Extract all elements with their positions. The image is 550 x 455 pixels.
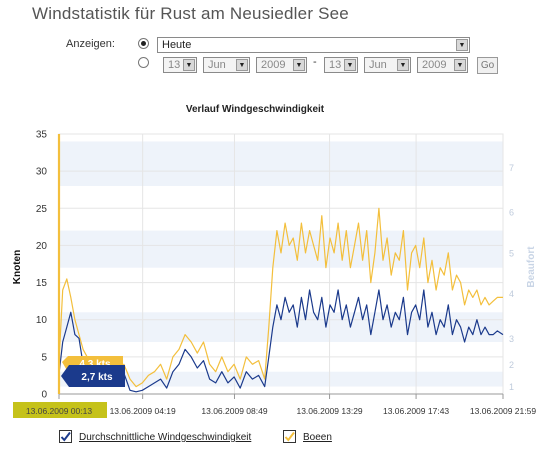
chart-title: Verlauf Windgeschwindigkeit [186, 104, 325, 115]
beaufort-band [59, 371, 503, 387]
chevron-down-icon: ▼ [456, 39, 468, 51]
beaufort-tick-label: 7 [509, 163, 514, 173]
from-month-select[interactable]: Jun ▼ [203, 57, 250, 73]
legend-avg-checkbox[interactable] [59, 430, 72, 443]
range-select[interactable]: Heute ▼ [157, 37, 470, 53]
wind-chart: Verlauf Windgeschwindigkeit Knoten Beauf… [12, 104, 537, 418]
from-month-value: Jun [208, 59, 226, 71]
range-select-value: Heute [162, 39, 192, 51]
y2-axis-label: Beaufort [526, 246, 537, 288]
from-day-value: 13 [168, 59, 181, 71]
x-highlight-box [13, 402, 107, 418]
y-tick-label: 15 [36, 278, 48, 289]
avg-value-flag [61, 365, 125, 387]
chevron-down-icon: ▼ [293, 59, 305, 71]
y-tick-label: 20 [36, 241, 48, 252]
y-tick-labels: 0 5 10 15 20 25 30 35 [36, 130, 48, 401]
beaufort-bands [59, 141, 503, 387]
y-axis-label: Knoten [12, 250, 23, 284]
beaufort-tick-label: 1 [509, 382, 514, 392]
beaufort-tick-label: 6 [509, 208, 514, 218]
beaufort-tick-labels: 1 2 3 4 5 6 7 [509, 163, 514, 392]
x-tick-label: 13.06.2009 13:29 [296, 406, 362, 416]
y-tick-label: 25 [36, 204, 48, 215]
from-year-select[interactable]: 2009 ▼ [256, 57, 307, 73]
gust-value-label: 4,3 kts [79, 359, 111, 370]
x-tick-label: 13.06.2009 00:13 [26, 406, 92, 416]
to-year-select[interactable]: 2009 ▼ [417, 57, 468, 73]
beaufort-tick-label: 2 [509, 360, 514, 370]
beaufort-tick-label: 5 [509, 248, 514, 258]
radio-preset[interactable] [138, 38, 149, 49]
x-tick-labels: 13.06.2009 00:13 13.06.2009 04:19 13.06.20… [13, 402, 536, 418]
beaufort-tick-label: 4 [509, 289, 514, 299]
page-title: Windstatistik für Rust am Neusiedler See [32, 4, 349, 23]
to-year-value: 2009 [422, 59, 447, 71]
chevron-down-icon: ▼ [454, 59, 466, 71]
show-label: Anzeigen: [66, 38, 115, 50]
from-year-value: 2009 [261, 59, 286, 71]
y-tick-label: 10 [36, 315, 48, 326]
chevron-down-icon: ▼ [183, 59, 195, 71]
x-tick-label: 13.06.2009 08:49 [201, 406, 267, 416]
chevron-down-icon: ▼ [344, 59, 356, 71]
chevron-down-icon: ▼ [236, 59, 248, 71]
avg-value-label: 2,7 kts [81, 372, 113, 383]
x-tick-label: 13.06.2009 21:59 [470, 406, 536, 416]
to-month-select[interactable]: Jun ▼ [364, 57, 411, 73]
beaufort-band [59, 141, 503, 186]
hover-tooltip: 4,3 kts 2,7 kts [57, 134, 125, 394]
radio-custom[interactable] [138, 57, 149, 68]
legend-avg-label[interactable]: Durchschnittliche Windgeschwindigkeit [79, 432, 252, 443]
y-tick-label: 0 [41, 390, 47, 401]
x-tick-label: 13.06.2009 17:43 [383, 406, 449, 416]
check-icon [60, 431, 71, 442]
legend-gust-label[interactable]: Boeen [303, 432, 332, 443]
avg-series-line [58, 289, 504, 393]
check-icon [284, 431, 295, 442]
to-day-select[interactable]: 13 ▼ [324, 57, 358, 73]
from-day-select[interactable]: 13 ▼ [163, 57, 197, 73]
date-separator: - [313, 56, 317, 68]
go-button[interactable]: Go [477, 57, 498, 74]
series-lines [58, 207, 504, 393]
y-tick-label: 30 [36, 167, 48, 178]
y-tick-label: 5 [41, 352, 47, 363]
to-month-value: Jun [369, 59, 387, 71]
chevron-down-icon: ▼ [397, 59, 409, 71]
gust-series-line [58, 207, 503, 388]
beaufort-tick-label: 3 [509, 334, 514, 344]
to-day-value: 13 [329, 59, 342, 71]
x-tick-label: 13.06.2009 04:19 [110, 406, 176, 416]
legend-gust-checkbox[interactable] [283, 430, 296, 443]
y-tick-label: 35 [36, 130, 48, 141]
